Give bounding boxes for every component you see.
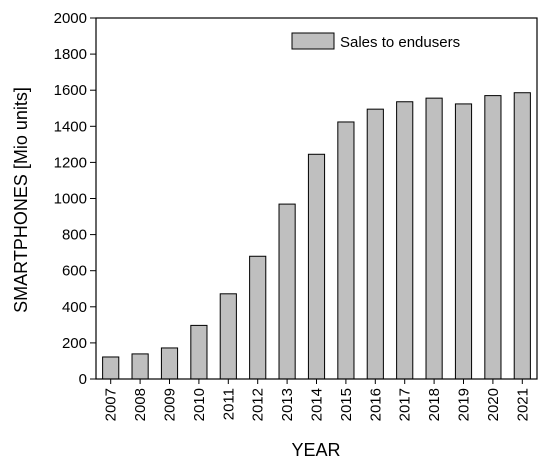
bar-2008	[131, 353, 149, 380]
x-tick-label-2019: 2019	[456, 388, 473, 421]
bars-group	[102, 92, 531, 380]
bar-2010	[190, 324, 208, 380]
x-tick-label-2010: 2010	[191, 388, 208, 421]
bar-2016	[366, 108, 384, 380]
x-tick-label-2021: 2021	[514, 388, 531, 421]
x-tick-label-2008: 2008	[132, 388, 149, 421]
y-tick-label-600: 600	[62, 263, 87, 280]
y-tick-label-800: 800	[62, 227, 87, 244]
x-tick-label-2020: 2020	[485, 388, 502, 421]
x-axis-ticks: 2007 2008 2009 2010 2011 2012 2013 2014 2015 2016…	[103, 379, 531, 421]
bar-2015	[337, 121, 355, 380]
x-tick-label-2015: 2015	[338, 388, 355, 421]
bar-2011	[219, 293, 237, 380]
legend: Sales to endusers	[291, 32, 460, 51]
x-tick-label-2013: 2013	[279, 388, 296, 421]
bar-2012	[249, 255, 267, 380]
x-tick-label-2016: 2016	[367, 388, 384, 421]
bar-2020	[484, 95, 502, 380]
y-tick-label-0: 0	[79, 371, 87, 388]
legend-swatch-sales	[291, 32, 335, 50]
bar-2007	[102, 356, 120, 380]
y-tick-label-200: 200	[62, 335, 87, 352]
y-tick-label-1600: 1600	[54, 82, 87, 99]
bar-2019	[454, 103, 473, 380]
y-axis-ticks: 0 200 400 600 800 1000 1200 1400 1600 1800 2000	[54, 10, 96, 388]
x-tick-label-2009: 2009	[162, 388, 179, 421]
bar-2009	[160, 347, 179, 380]
legend-label-sales: Sales to endusers	[340, 34, 460, 51]
y-tick-label-1400: 1400	[54, 118, 87, 135]
x-tick-label-2018: 2018	[426, 388, 443, 421]
bar-2018	[425, 97, 443, 380]
plot-frame	[95, 17, 538, 380]
y-tick-label-1800: 1800	[54, 46, 87, 63]
x-tick-label-2017: 2017	[397, 388, 414, 421]
bar-2013	[278, 203, 296, 380]
y-axis-title: SMARTPHONES [Mio units]	[11, 87, 31, 313]
x-tick-label-2012: 2012	[250, 388, 267, 421]
bar-2017	[396, 101, 414, 380]
y-tick-label-1200: 1200	[54, 154, 87, 171]
x-tick-label-2011: 2011	[220, 388, 237, 420]
y-tick-label-2000: 2000	[54, 10, 87, 27]
x-axis-title: YEAR	[291, 440, 340, 460]
y-tick-label-400: 400	[62, 299, 87, 316]
bar-2014	[307, 153, 326, 380]
y-tick-label-1000: 1000	[54, 191, 87, 208]
x-tick-label-2007: 2007	[103, 388, 120, 421]
x-tick-label-2014: 2014	[309, 388, 326, 421]
bar-2021	[513, 92, 531, 380]
